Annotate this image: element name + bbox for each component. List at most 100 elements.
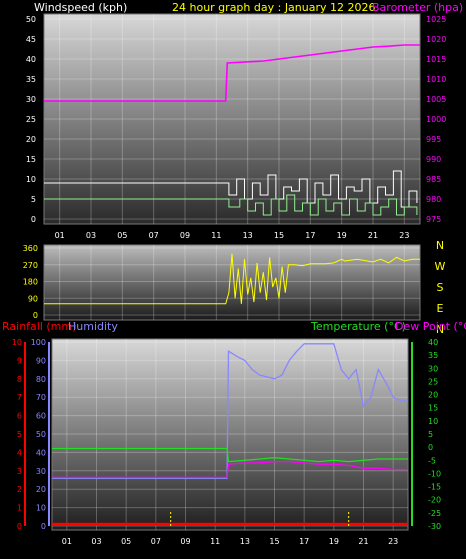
series-gust [44, 194, 418, 216]
wind-left-tick-30: 30 [26, 95, 36, 104]
rain-tick-10: 10 [12, 338, 22, 347]
series-humidity [52, 343, 408, 479]
dir-compass-1: W [435, 260, 446, 273]
wind-left-tick-0: 0 [31, 215, 36, 224]
temp-tick-5: 5 [428, 430, 433, 439]
humidity-tick-40: 40 [36, 448, 46, 457]
wind-x-tick-17: 17 [305, 231, 315, 240]
rain-tick-4: 4 [17, 448, 22, 457]
wind-left-tick-10: 10 [26, 175, 36, 184]
panel-rain-temp-background [51, 338, 409, 531]
dir-compass-2: S [437, 281, 444, 294]
temperature-axis-title: Temperature (°C) [310, 320, 406, 333]
rain-x-tick-13: 13 [240, 537, 250, 546]
humidity-tick-0: 0 [41, 522, 46, 531]
dir-compass-4: N [436, 323, 444, 336]
humidity-tick-10: 10 [36, 504, 46, 513]
baro-right-tick-975: 975 [426, 215, 441, 224]
rainfall-axis-title: Rainfall (mm) [2, 320, 76, 333]
wind-x-tick-03: 03 [86, 231, 96, 240]
humidity-tick-20: 20 [36, 485, 46, 494]
wind-left-tick-15: 15 [26, 155, 36, 164]
wind-x-tick-09: 09 [180, 231, 190, 240]
wind-x-tick-07: 07 [149, 231, 159, 240]
rain-tick-5: 5 [17, 430, 22, 439]
wind-left-tick-45: 45 [26, 35, 36, 44]
humidity-tick-50: 50 [36, 430, 46, 439]
baro-right-tick-1020: 1020 [426, 35, 446, 44]
rain-x-tick-01: 01 [62, 537, 72, 546]
temp-tick--30: -30 [428, 522, 441, 531]
rain-x-tick-15: 15 [269, 537, 279, 546]
baro-right-tick-980: 980 [426, 195, 441, 204]
wind-x-tick-15: 15 [274, 231, 284, 240]
rain-x-tick-09: 09 [180, 537, 190, 546]
temp-tick-20: 20 [428, 391, 438, 400]
temp-tick-40: 40 [428, 338, 438, 347]
rain-x-tick-17: 17 [299, 537, 309, 546]
humidity-axis-title: Humidity [68, 320, 118, 333]
rain-x-tick-03: 03 [91, 537, 101, 546]
rain-tick-8: 8 [17, 375, 22, 384]
baro-right-tick-995: 995 [426, 135, 441, 144]
wind-x-tick-19: 19 [337, 231, 347, 240]
dir-left-tick-270: 270 [23, 261, 38, 270]
wind-left-tick-5: 5 [31, 195, 36, 204]
rain-tick-1: 1 [17, 504, 22, 513]
rain-x-tick-21: 21 [358, 537, 368, 546]
humidity-tick-30: 30 [36, 467, 46, 476]
temp-tick-30: 30 [428, 364, 438, 373]
baro-right-tick-1005: 1005 [426, 95, 446, 104]
chart-title: 24 hour graph day : January 12 2026 [172, 1, 376, 14]
series-barometer-hpa- [44, 44, 420, 102]
wind-left-tick-25: 25 [26, 115, 36, 124]
temp-tick--15: -15 [428, 483, 441, 492]
temp-tick-0: 0 [428, 443, 433, 452]
wind-left-tick-35: 35 [26, 75, 36, 84]
baro-right-tick-1025: 1025 [426, 15, 446, 24]
wind-x-tick-11: 11 [211, 231, 221, 240]
temp-tick-25: 25 [428, 377, 438, 386]
rain-tick-6: 6 [17, 412, 22, 421]
wind-left-tick-40: 40 [26, 55, 36, 64]
rain-tick-0: 0 [17, 522, 22, 531]
rain-tick-9: 9 [17, 356, 22, 365]
baro-right-tick-990: 990 [426, 155, 441, 164]
rain-tick-2: 2 [17, 485, 22, 494]
dewpoint-axis-title: Dew Point (°C) [395, 320, 466, 333]
wind-x-tick-01: 01 [55, 231, 65, 240]
wind-x-tick-23: 23 [399, 231, 409, 240]
rain-x-tick-23: 23 [388, 537, 398, 546]
wind-left-tick-50: 50 [26, 15, 36, 24]
humidity-tick-70: 70 [36, 393, 46, 402]
temp-tick--5: -5 [428, 456, 436, 465]
humidity-tick-80: 80 [36, 375, 46, 384]
humidity-tick-60: 60 [36, 412, 46, 421]
series-windspeed-kph- [44, 170, 418, 208]
rain-x-tick-07: 07 [151, 537, 161, 546]
dir-left-tick-180: 180 [23, 278, 38, 287]
baro-right-tick-1000: 1000 [426, 115, 446, 124]
series-wind-direction [44, 253, 420, 305]
dir-compass-3: E [437, 302, 444, 315]
temp-tick-10: 10 [428, 417, 438, 426]
dir-compass-0: N [436, 239, 444, 252]
left-axis-title: Windspeed (kph) [34, 1, 127, 14]
temp-tick--20: -20 [428, 496, 441, 505]
dir-left-tick-360: 360 [23, 244, 38, 253]
wind-x-tick-05: 05 [117, 231, 127, 240]
temp-tick-35: 35 [428, 351, 438, 360]
temp-tick--10: -10 [428, 469, 441, 478]
baro-right-tick-1015: 1015 [426, 55, 446, 64]
series-temperature-c- [52, 447, 408, 463]
temp-tick-15: 15 [428, 404, 438, 413]
temp-tick--25: -25 [428, 509, 441, 518]
rain-x-tick-19: 19 [329, 537, 339, 546]
baro-right-tick-1010: 1010 [426, 75, 446, 84]
humidity-tick-100: 100 [31, 338, 46, 347]
dir-left-tick-90: 90 [28, 294, 38, 303]
wind-x-tick-13: 13 [243, 231, 253, 240]
rain-tick-3: 3 [17, 467, 22, 476]
